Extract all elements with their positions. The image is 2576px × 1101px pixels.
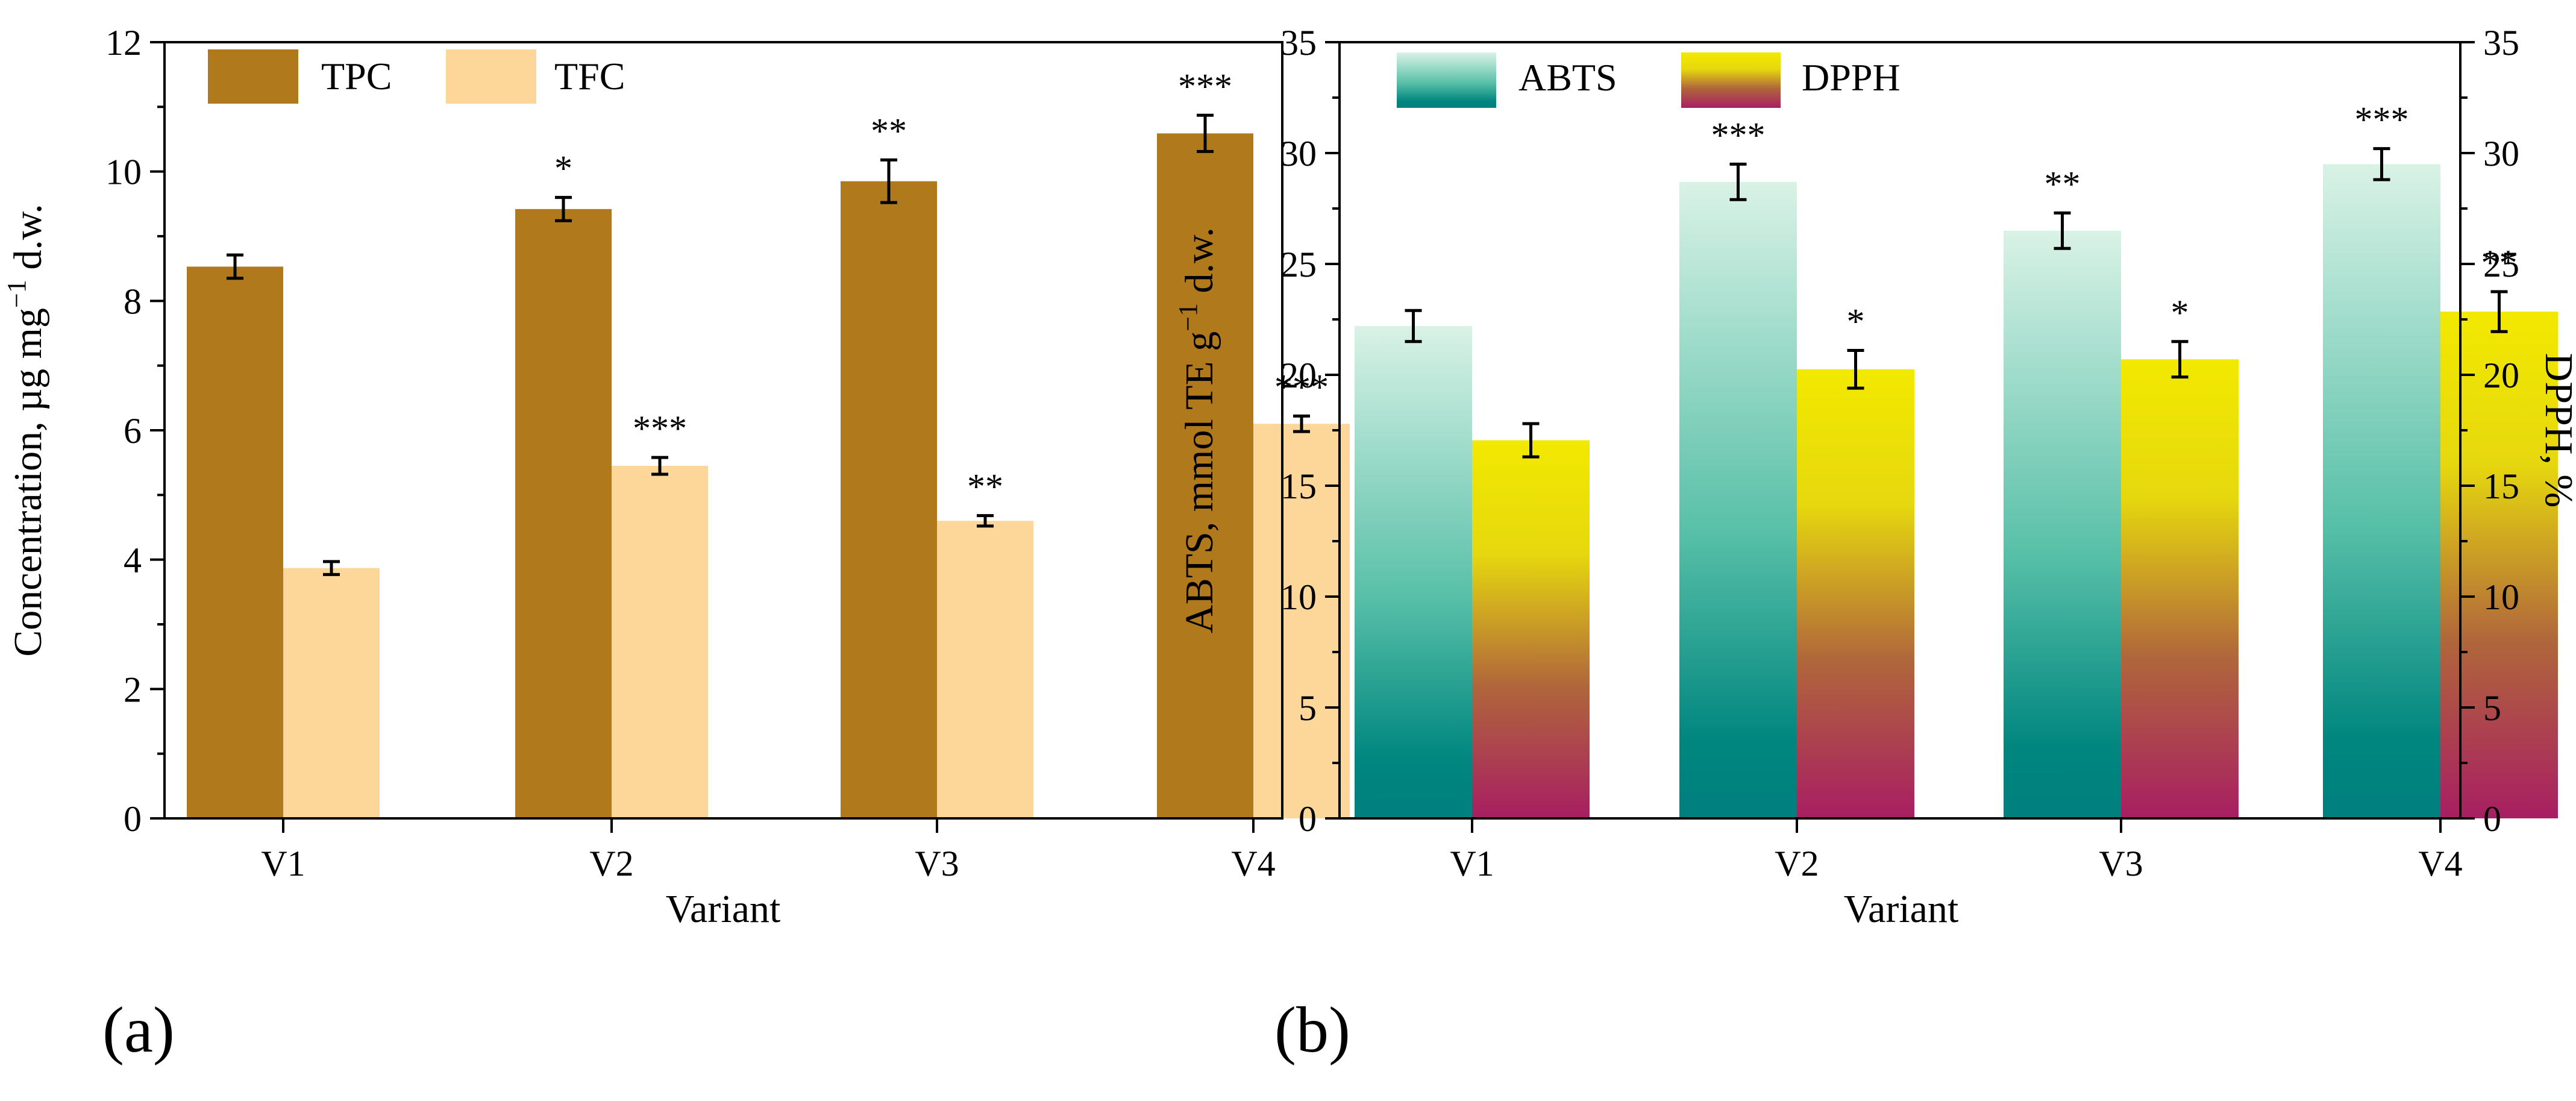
x-axis-title-a: Variant	[666, 887, 781, 931]
y-tick-label: 10	[105, 152, 142, 192]
bar-tpc-v2	[515, 209, 612, 818]
significance-label: ***	[2355, 100, 2409, 140]
bar-abts-v1	[1355, 326, 1472, 818]
y-right-tick-label: 30	[2483, 134, 2519, 174]
legend-label-dpph: DPPH	[1802, 56, 1901, 99]
significance-label: ***	[633, 409, 687, 448]
y-tick-label: 15	[1280, 466, 1317, 506]
x-tick-label: V1	[261, 844, 305, 883]
y-tick-label: 8	[124, 281, 142, 321]
bar-dpph-v3	[2121, 359, 2239, 818]
y-right-tick-label: 10	[2483, 577, 2519, 617]
bar-dpph-v1	[1472, 440, 1590, 818]
x-tick-label: V3	[2099, 844, 2143, 883]
y-axis-title-right-b: DPPH, %	[2537, 353, 2576, 508]
y-right-tick-label: 20	[2483, 356, 2519, 395]
x-tick-label: V1	[1450, 844, 1494, 883]
bar-tfc-v4	[1253, 424, 1350, 818]
y-tick-label: 0	[124, 799, 142, 839]
bar-tpc-v4	[1157, 133, 1253, 819]
y-tick-label: 25	[1280, 245, 1317, 284]
y-tick-label: 30	[1280, 134, 1317, 174]
y-tick-label: 12	[105, 23, 142, 63]
legend-swatch-tpc	[208, 49, 298, 104]
significance-label: *	[554, 149, 572, 189]
legend-label-tpc: TPC	[321, 55, 392, 98]
y-tick-label: 35	[1280, 23, 1317, 63]
x-tick-label: V3	[915, 844, 959, 883]
legend-b: ABTS DPPH	[1397, 52, 1901, 108]
bar-abts-v3	[2004, 230, 2121, 818]
legend-swatch-tfc	[446, 49, 536, 104]
panel-label-b: (b)	[1274, 994, 1350, 1066]
bar-dpph-v2	[1797, 369, 1914, 818]
panel-label-a: (a)	[102, 994, 175, 1066]
bar-tpc-v3	[841, 181, 937, 819]
legend-label-tfc: TFC	[554, 55, 625, 98]
bar-abts-v2	[1679, 181, 1797, 819]
y-axis-title-b: ABTS, mmol TE g−1 d.w.	[1173, 227, 1221, 633]
x-axis-title-b: Variant	[1844, 887, 1959, 931]
y-tick-label: 0	[1299, 799, 1317, 839]
y-right-tick-label: 0	[2483, 799, 2501, 839]
significance-label: ***	[1178, 66, 1232, 106]
x-tick-label: V4	[1231, 844, 1275, 883]
legend-label-abts: ABTS	[1518, 56, 1617, 99]
y-tick-label: 6	[124, 411, 142, 451]
y-tick-label: 2	[124, 670, 142, 709]
y-right-tick-label: 5	[2483, 688, 2501, 728]
y-axis-title-a: Concentration, µg mg−1 d.w.	[2, 204, 50, 656]
y-right-tick-label: 25	[2483, 245, 2519, 284]
bar-tfc-v1	[283, 568, 380, 818]
significance-label: *	[1847, 302, 1865, 342]
y-tick-label: 5	[1299, 688, 1317, 728]
y-tick-label: 10	[1280, 577, 1317, 617]
legend-a: TPC TFC	[208, 49, 625, 104]
significance-label: ***	[1711, 115, 1766, 155]
legend-swatch-dpph	[1681, 52, 1781, 108]
bar-tfc-v3	[937, 521, 1033, 818]
x-tick-label: V2	[589, 844, 633, 883]
y-right-tick-label: 35	[2483, 23, 2519, 63]
y-right-tick-label: 15	[2483, 466, 2519, 506]
significance-label: **	[967, 467, 1003, 507]
significance-label: **	[2481, 243, 2518, 283]
y-tick-label: 4	[124, 541, 142, 580]
significance-label: *	[2171, 293, 2189, 333]
bar-tpc-v1	[187, 266, 283, 818]
bar-abts-v4	[2323, 164, 2440, 818]
significance-label: **	[2045, 164, 2081, 204]
x-tick-label: V4	[2418, 844, 2462, 883]
legend-swatch-abts	[1397, 52, 1496, 108]
x-tick-label: V2	[1775, 844, 1819, 883]
y-tick-label: 20	[1280, 356, 1317, 395]
bar-tfc-v2	[612, 466, 708, 818]
significance-label: **	[871, 111, 907, 151]
